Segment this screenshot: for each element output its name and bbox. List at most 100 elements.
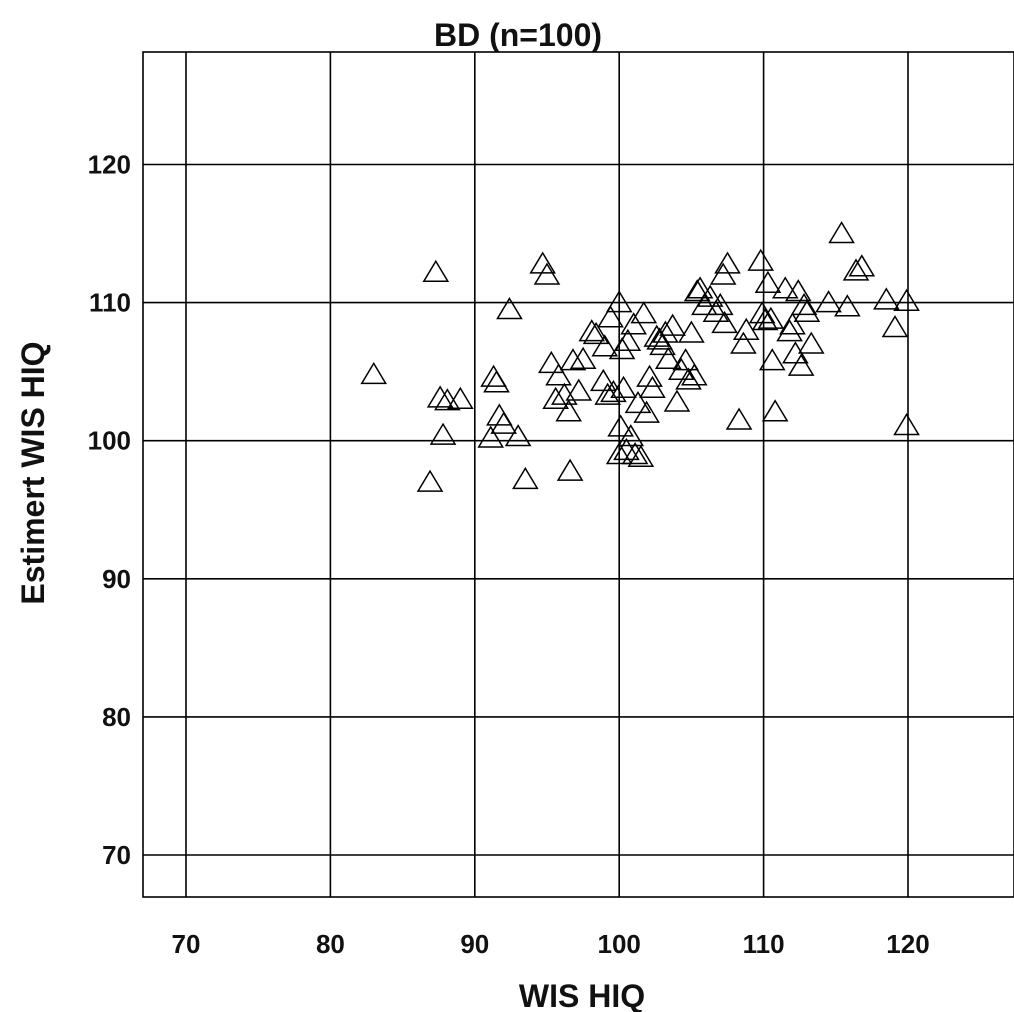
data-point: [624, 390, 652, 414]
data-point: [620, 312, 647, 335]
data-point: [834, 294, 861, 317]
data-point: [621, 442, 649, 465]
data-points: [360, 221, 920, 492]
data-point: [686, 276, 714, 299]
data-point: [614, 328, 642, 352]
data-point: [696, 284, 724, 307]
y-axis-label: Estimert WIS HIQ: [15, 341, 51, 604]
data-point: [422, 259, 450, 282]
data-point: [758, 348, 786, 371]
data-point: [555, 399, 582, 422]
data-point: [542, 386, 569, 410]
data-point: [706, 292, 734, 316]
data-point: [569, 346, 597, 369]
data-point: [873, 287, 900, 310]
data-point: [565, 378, 593, 401]
data-point: [559, 348, 587, 371]
x-tick-label: 110: [743, 929, 785, 959]
data-point: [538, 350, 565, 374]
data-point: [429, 422, 457, 445]
data-point: [725, 407, 753, 430]
data-point: [680, 363, 708, 386]
data-point: [848, 254, 876, 277]
data-point: [709, 262, 737, 285]
data-point: [504, 424, 532, 447]
x-tick-label: 70: [172, 929, 201, 959]
data-point: [654, 346, 682, 369]
data-point: [636, 364, 663, 387]
data-point: [776, 319, 803, 342]
data-point: [771, 276, 799, 299]
data-point: [649, 332, 676, 356]
x-tick-labels: 70 80 90 100 110 120: [172, 929, 930, 959]
y-tick-labels: 70 80 90 100 110 120: [88, 150, 131, 871]
data-point: [678, 320, 705, 343]
data-point: [617, 424, 645, 447]
y-tick-label: 100: [88, 426, 131, 456]
data-point: [893, 413, 920, 436]
data-point: [683, 279, 711, 302]
data-point: [551, 382, 578, 405]
y-tick-label: 80: [102, 702, 131, 732]
y-tick-label: 110: [89, 288, 131, 318]
data-point: [747, 248, 775, 271]
data-point: [483, 370, 510, 393]
data-point: [605, 442, 633, 465]
data-point: [790, 292, 818, 316]
data-point: [529, 251, 556, 274]
data-point: [533, 262, 561, 285]
data-point: [652, 320, 679, 343]
data-point: [672, 348, 699, 371]
data-point: [663, 389, 691, 412]
y-tick-label: 70: [102, 840, 131, 870]
x-axis-label: WIS HIQ: [519, 978, 645, 1012]
y-tick-label: 120: [88, 150, 131, 180]
data-point: [702, 299, 730, 323]
data-point: [627, 444, 655, 468]
data-point: [486, 403, 513, 426]
data-point: [784, 279, 812, 302]
grid: [143, 52, 1014, 897]
data-point: [490, 411, 518, 434]
x-tick-label: 100: [598, 929, 641, 959]
x-tick-label: 120: [886, 929, 929, 959]
data-point: [730, 331, 757, 354]
data-point: [828, 221, 855, 244]
x-tick-label: 90: [460, 929, 489, 959]
data-point: [751, 308, 779, 331]
data-point: [797, 331, 825, 354]
data-point: [754, 270, 782, 294]
data-point: [591, 334, 619, 357]
data-point: [426, 385, 454, 408]
data-point: [605, 290, 633, 313]
chart-title: BD (n=100): [434, 17, 602, 53]
data-point: [639, 375, 666, 398]
data-point: [842, 258, 870, 281]
data-point: [545, 363, 572, 386]
data-point: [711, 310, 738, 334]
data-point: [600, 379, 627, 403]
data-point: [589, 368, 617, 392]
data-point: [633, 400, 660, 423]
data-point: [582, 321, 610, 345]
data-point: [578, 319, 606, 342]
data-point: [496, 297, 523, 320]
plot-frame: [142, 51, 1014, 898]
data-point: [787, 353, 815, 376]
x-tick-label: 80: [316, 929, 345, 959]
data-point: [893, 288, 920, 311]
data-point: [732, 317, 760, 340]
data-point: [447, 386, 474, 410]
data-point: [761, 399, 789, 422]
data-point: [610, 375, 637, 398]
data-point: [757, 306, 785, 329]
data-point: [360, 361, 388, 385]
data-point: [779, 312, 806, 335]
data-point: [659, 313, 686, 336]
data-point: [881, 315, 909, 338]
data-point: [815, 290, 842, 313]
data-point: [675, 367, 702, 390]
data-point: [607, 414, 634, 437]
data-point: [512, 466, 539, 490]
